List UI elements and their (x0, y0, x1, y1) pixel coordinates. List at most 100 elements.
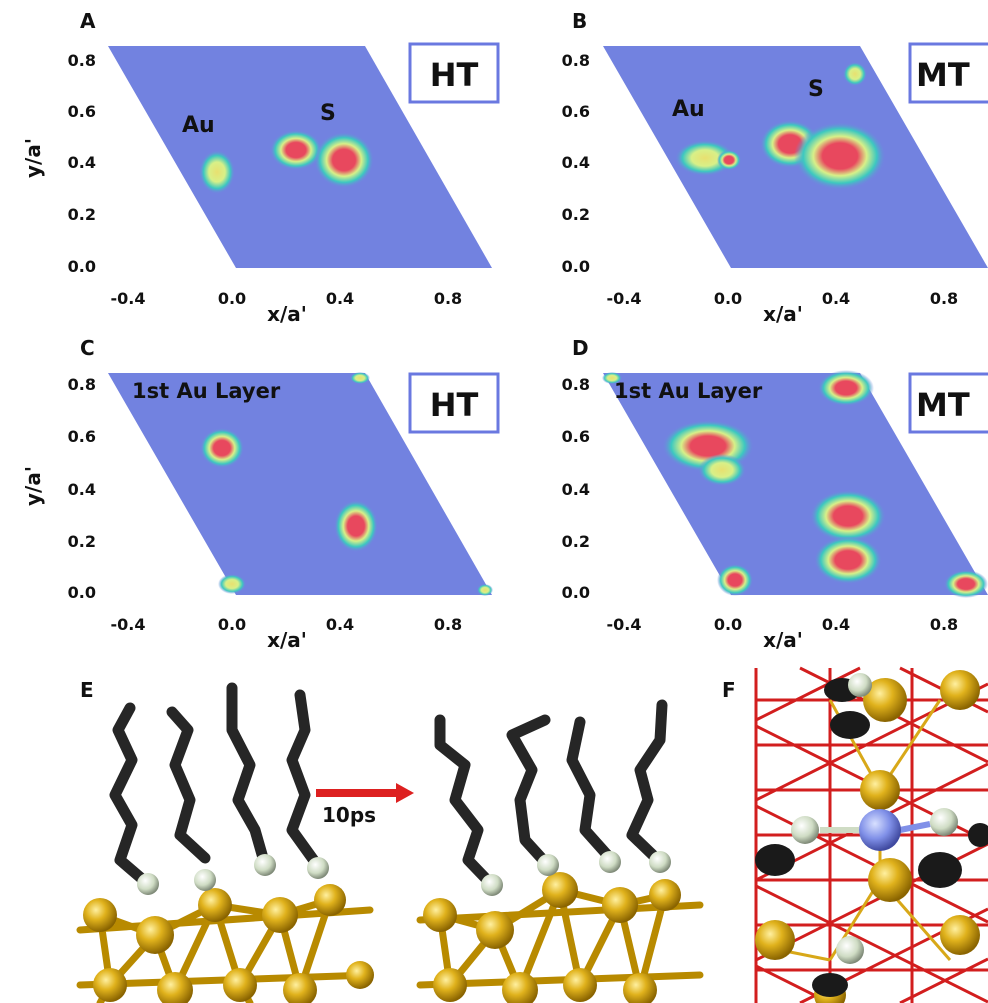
y-tick: 0.0 (562, 257, 590, 276)
time-label: 10ps (322, 803, 376, 827)
x-tick: 0.4 (326, 615, 354, 634)
density-blob (818, 370, 874, 406)
y-tick: 0.2 (68, 205, 96, 224)
density-blob (477, 584, 493, 596)
x-tick: -0.4 (607, 615, 642, 634)
y-tick: 0.4 (68, 153, 96, 172)
y-tick: 0.2 (68, 532, 96, 551)
mode-box (908, 42, 988, 104)
sulfur-atoms (791, 673, 958, 964)
y-tick: 0.0 (68, 583, 96, 602)
y-tick: 0.8 (562, 375, 590, 394)
time-arrow-head (396, 783, 414, 803)
y-tick: 0.8 (68, 375, 96, 394)
density-map (108, 373, 492, 595)
mode-box (408, 372, 500, 434)
y-tick: 0.4 (562, 153, 590, 172)
mode-box (408, 42, 500, 104)
alkyl-fragments (755, 678, 988, 997)
y-axis-label: y/a' (21, 466, 45, 506)
sulfur-atoms (137, 854, 329, 895)
density-blob (602, 372, 622, 384)
x-axis-label: x/a' (763, 302, 803, 326)
x-tick: 0.8 (930, 289, 958, 308)
density-blob (218, 574, 246, 594)
panel-letter: F (722, 678, 736, 702)
x-tick: 0.4 (822, 615, 850, 634)
density-blob (199, 150, 235, 194)
mode-label: HT (430, 386, 479, 424)
x-axis-label: x/a' (763, 628, 803, 652)
layer-title: 1st Au Layer (132, 379, 281, 403)
mode-label: HT (430, 56, 479, 94)
y-tick: 0.6 (562, 427, 590, 446)
panel-letter: A (80, 9, 96, 33)
species-label: Au (182, 113, 215, 138)
density-blob (314, 132, 374, 188)
panel-c: C 1st Au Layer HT 0.8 0.6 0.4 0.2 0.0 -0… (21, 336, 500, 652)
density-blob (843, 62, 867, 86)
bond (899, 821, 931, 833)
x-tick: 0.8 (434, 289, 462, 308)
panel-letter: B (572, 9, 587, 33)
density-blob (810, 490, 886, 542)
panel-b: B Au S MT 0.8 0.6 0.4 0.2 0.0 -0.4 0.0 0… (562, 9, 988, 326)
panel-a: A Au S HT 0.8 0.6 0.4 0.2 0.0 -0.4 0.0 0… (21, 9, 500, 326)
mode-label: MT (916, 386, 970, 424)
density-blob (717, 150, 741, 170)
x-tick: -0.4 (111, 615, 146, 634)
x-tick: 0.4 (326, 289, 354, 308)
alkyl-chains (109, 682, 321, 890)
gold-atoms (83, 884, 374, 1003)
y-tick: 0.4 (562, 480, 590, 499)
sulfur-atoms (481, 851, 671, 896)
density-blob (334, 500, 378, 552)
y-tick: 0.6 (562, 102, 590, 121)
density-blob (814, 536, 882, 584)
panel-f: F (722, 666, 988, 1003)
panel-letter: C (80, 336, 95, 360)
y-tick: 0.8 (68, 51, 96, 70)
panel-d: D 1st Au Layer MT 0.8 0.6 0.4 0.2 0.0 -0… (562, 336, 988, 652)
x-tick: -0.4 (111, 289, 146, 308)
y-tick: 0.2 (562, 205, 590, 224)
density-blob (200, 428, 244, 468)
y-tick: 0.4 (68, 480, 96, 499)
panel-letter: E (80, 678, 94, 702)
density-blob (794, 122, 886, 190)
y-tick: 0.0 (562, 583, 590, 602)
layer-title: 1st Au Layer (614, 379, 763, 403)
x-tick: -0.4 (607, 289, 642, 308)
x-tick: 0.0 (714, 289, 742, 308)
y-tick: 0.6 (68, 102, 96, 121)
x-tick: 0.0 (714, 615, 742, 634)
density-blob (944, 570, 988, 598)
x-axis-label: x/a' (267, 628, 307, 652)
density-blob (675, 140, 735, 176)
mode-label: MT (916, 56, 970, 94)
species-label: S (320, 101, 336, 126)
x-tick: 0.0 (218, 615, 246, 634)
species-label: Au (672, 97, 705, 122)
x-axis-label: x/a' (267, 302, 307, 326)
panel-e: E (76, 678, 704, 1003)
gold-atoms (423, 872, 681, 1003)
y-tick: 0.8 (562, 51, 590, 70)
density-blob (717, 564, 753, 596)
y-tick: 0.6 (68, 427, 96, 446)
species-label: S (808, 77, 824, 102)
gold-atoms (755, 670, 980, 1003)
adatom (859, 809, 901, 851)
density-blob (698, 454, 746, 486)
density-blob (270, 130, 322, 170)
x-tick: 0.8 (434, 615, 462, 634)
mode-box (908, 372, 988, 434)
alkyl-chains (434, 699, 668, 891)
y-tick: 0.0 (68, 257, 96, 276)
x-tick: 0.4 (822, 289, 850, 308)
y-tick: 0.2 (562, 532, 590, 551)
x-tick: 0.8 (930, 615, 958, 634)
panel-letter: D (572, 336, 589, 360)
y-axis-label: y/a' (21, 138, 45, 178)
